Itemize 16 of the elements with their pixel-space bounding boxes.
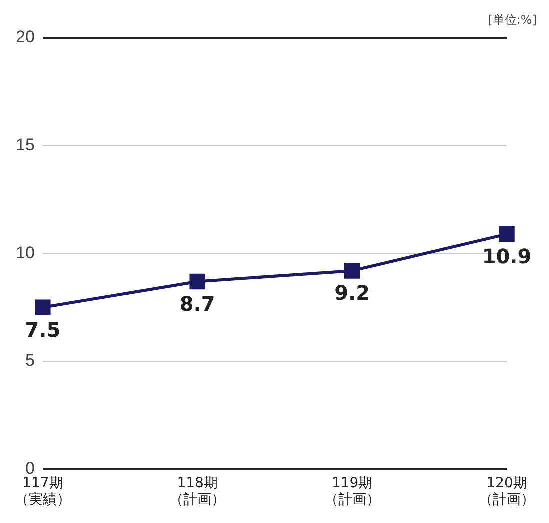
y-tick-label: 10 [16, 243, 35, 262]
point [499, 226, 515, 242]
point [190, 274, 206, 290]
x-tick-label: 118期（計画） [170, 475, 226, 508]
point [35, 300, 51, 316]
data-label: 7.5 [25, 318, 61, 342]
point [344, 263, 360, 279]
x-tick-label: 119期（計画） [324, 475, 380, 508]
data-label: 10.9 [482, 244, 532, 268]
text: [単位:%] [488, 12, 537, 29]
x-tick-label: 120期（計画） [479, 475, 535, 508]
y-tick-label: 15 [16, 136, 35, 155]
data-label: 9.2 [334, 281, 370, 306]
data-label: 8.7 [180, 292, 216, 316]
y-tick-label: 20 [16, 28, 35, 47]
y-tick-label: 5 [25, 351, 35, 370]
